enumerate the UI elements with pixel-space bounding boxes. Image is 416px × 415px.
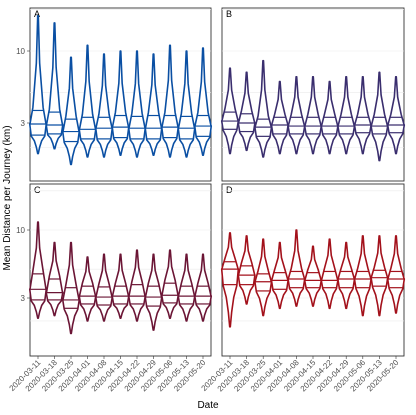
- panel-a: A: [28, 7, 213, 182]
- violin-2020-04-15: [111, 50, 130, 157]
- panel-d-tag: D: [226, 185, 233, 195]
- violin-2020-05-13: [370, 235, 389, 317]
- violin-2020-05-20: [386, 75, 406, 155]
- violin-2020-04-22: [127, 249, 147, 322]
- violin-2020-05-20: [193, 47, 213, 157]
- panel-a-violins: [28, 9, 213, 166]
- y-axis-bottom: 3 10: [16, 226, 30, 303]
- panel-b-tag: B: [226, 9, 232, 19]
- panel-a-tag: A: [34, 9, 40, 19]
- violin-2020-04-08: [287, 229, 306, 307]
- y-tick-label-top-3: 3: [21, 119, 26, 128]
- violin-2020-03-18: [237, 71, 256, 152]
- violin-2020-05-06: [160, 44, 180, 158]
- y-axis-top: 3 10: [16, 47, 30, 128]
- y-tick-label-bottom-3: 3: [21, 294, 26, 303]
- panel-d: D: [220, 183, 406, 357]
- violin-2020-05-06: [160, 249, 180, 319]
- violin-2020-03-11: [220, 232, 240, 328]
- violin-2020-03-18: [237, 235, 256, 305]
- violin-2020-03-11: [28, 15, 48, 155]
- violin-2020-04-01: [78, 256, 97, 322]
- x-axis-right: 2020-03-112020-03-182020-03-252020-04-01…: [200, 356, 401, 393]
- panel-b: B: [220, 7, 406, 182]
- panel-c-tag: C: [34, 185, 41, 195]
- violin-2020-05-06: [353, 75, 372, 155]
- y-tick-label-bottom-10: 10: [16, 226, 25, 235]
- violin-2020-03-11: [28, 221, 48, 319]
- violin-2020-03-18: [45, 22, 64, 150]
- violin-2020-05-20: [386, 235, 406, 314]
- panel-b-violins: [220, 9, 406, 162]
- panel-d-violins: [220, 190, 406, 328]
- x-axis-left: 2020-03-112020-03-182020-03-252020-04-01…: [8, 356, 208, 393]
- y-tick-label-top-10: 10: [16, 47, 25, 56]
- panel-c-violins: [28, 190, 213, 335]
- x-axis-title: Date: [197, 400, 219, 411]
- panel-c: C: [28, 183, 213, 357]
- y-axis-title: Mean Distance per Journey (km): [2, 125, 13, 270]
- violin-2020-03-11: [220, 67, 240, 155]
